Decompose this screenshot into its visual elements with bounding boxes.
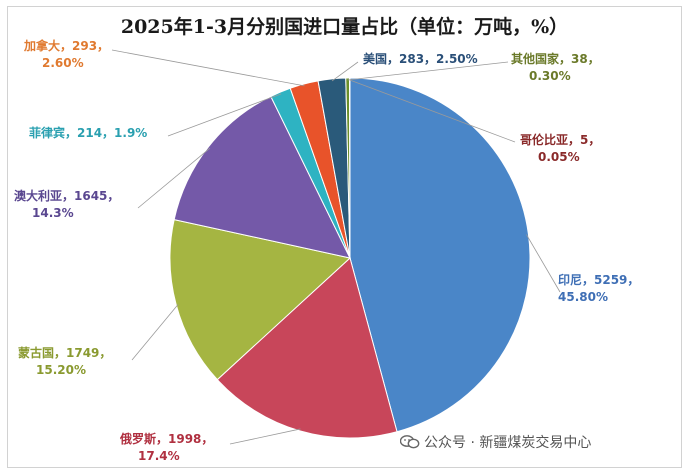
pie-slices xyxy=(169,77,531,439)
pie-slice-2 xyxy=(169,218,352,381)
slice-label-5: 加拿大，293， 2.60% xyxy=(23,38,109,70)
leader-lines xyxy=(111,49,561,445)
slice-label-3: 澳大利亚，1645， 14.3% xyxy=(14,188,119,220)
slice-label-6: 美国，283，2.50% xyxy=(363,51,478,66)
pie-slice-0 xyxy=(349,77,531,433)
watermark-text: 公众号 · 新疆煤炭交易中心 xyxy=(424,435,592,451)
leader-line-2 xyxy=(131,304,179,361)
slice-label-4: 菲律宾，214，1.9% xyxy=(29,125,147,140)
leader-line-6 xyxy=(331,61,359,82)
leader-line-1 xyxy=(229,428,301,445)
pie-slice-3 xyxy=(173,95,351,259)
leader-line-5 xyxy=(111,49,305,87)
leader-line-8 xyxy=(349,79,516,143)
slice-label-1: 俄罗斯，1998， 17.4% xyxy=(119,431,213,463)
pie-slice-1 xyxy=(216,257,398,439)
leader-line-7 xyxy=(347,61,509,81)
leader-line-3 xyxy=(137,147,211,209)
slice-labels: 印尼，5259， 45.80% 俄罗斯，1998， 17.4% 蒙古国，1749， 15.… xyxy=(14,38,639,463)
leader-line-4 xyxy=(167,93,282,137)
watermark: 公众号 · 新疆煤炭交易中心 xyxy=(399,432,592,452)
slice-label-8: 哥伦比亚，5， 0.05% xyxy=(520,132,600,164)
slice-label-0: 印尼，5259， 45.80% xyxy=(558,273,639,304)
slice-label-2: 蒙古国，1749， 15.20% xyxy=(18,345,111,377)
chart-title: 2025年1-3月分别国进口量占比（单位：万吨，%） xyxy=(120,16,569,38)
wechat-icon xyxy=(399,435,420,449)
slice-label-7: 其他国家，38， 0.30% xyxy=(511,51,600,83)
leader-line-0 xyxy=(526,234,561,293)
